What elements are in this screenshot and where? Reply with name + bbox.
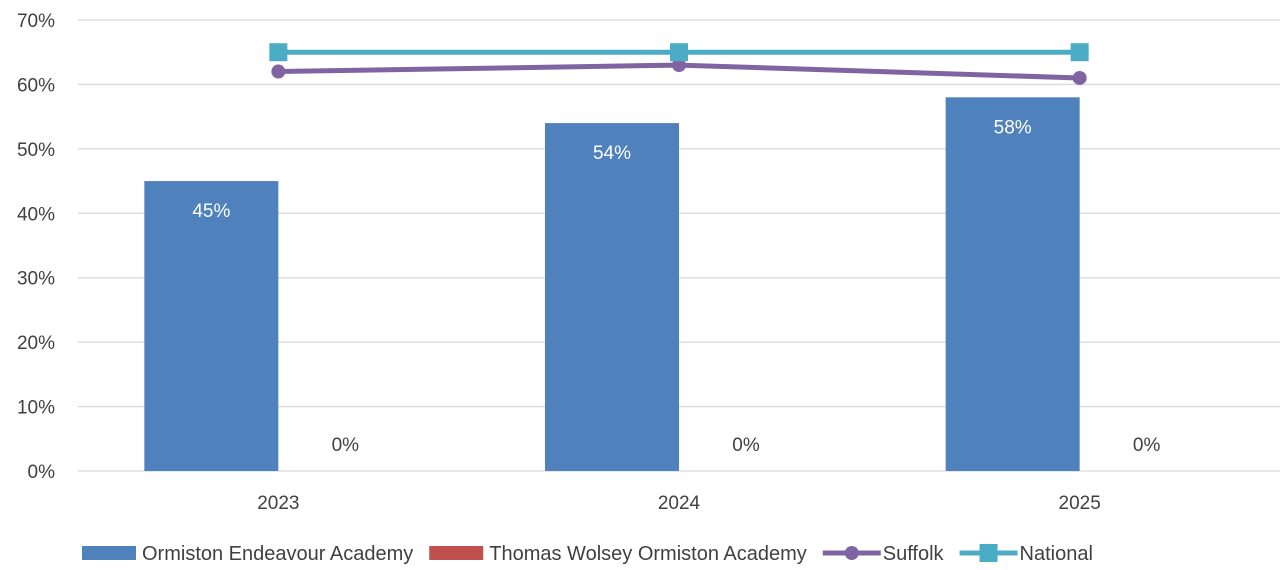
- y-tick-label: 20%: [17, 333, 55, 354]
- y-tick-label: 70%: [17, 11, 55, 32]
- y-tick-label: 50%: [17, 140, 55, 161]
- line-point: [672, 58, 686, 73]
- x-tick-label: 2023: [257, 493, 299, 514]
- y-tick-label: 10%: [17, 398, 55, 419]
- data-label: 58%: [994, 117, 1032, 138]
- line-point: [1070, 43, 1089, 62]
- data-label: 0%: [332, 435, 360, 456]
- y-tick-label: 30%: [17, 269, 55, 290]
- legend-label: Suffolk: [883, 543, 945, 565]
- line-point: [271, 64, 286, 79]
- bar: [545, 123, 679, 471]
- x-axis-tick-labels: 2023 2024 2025: [257, 493, 1101, 514]
- line-point: [670, 43, 688, 62]
- data-label: 0%: [732, 435, 760, 456]
- bar: [144, 181, 279, 472]
- y-tick-label: 60%: [17, 75, 55, 96]
- y-tick-label: 0%: [28, 462, 56, 483]
- data-label: 0%: [1133, 435, 1161, 456]
- legend-label: National: [1020, 543, 1093, 565]
- legend-swatch: [429, 546, 484, 560]
- bar: [945, 97, 1080, 472]
- y-tick-label: 40%: [17, 204, 55, 225]
- bars: [144, 97, 1080, 472]
- x-tick-label: 2024: [658, 493, 701, 514]
- y-axis-tick-labels: 0% 10% 20% 30% 40% 50% 60% 70%: [17, 11, 55, 483]
- legend-label: Thomas Wolsey Ormiston Academy: [489, 543, 807, 565]
- x-tick-label: 2025: [1059, 493, 1101, 514]
- data-label: 45%: [192, 201, 230, 222]
- line-point: [269, 43, 288, 62]
- legend: Ormiston Endeavour Academy Thomas Wolsey …: [82, 543, 1093, 565]
- legend-marker: [979, 544, 998, 562]
- line-point: [1072, 70, 1087, 85]
- data-labels: 45% 54% 58% 0% 0% 0%: [192, 117, 1160, 456]
- legend-swatch: [82, 546, 136, 560]
- lines: [269, 43, 1089, 85]
- legend-label: Ormiston Endeavour Academy: [142, 543, 413, 565]
- legend-marker: [844, 546, 859, 560]
- data-label: 54%: [593, 143, 631, 164]
